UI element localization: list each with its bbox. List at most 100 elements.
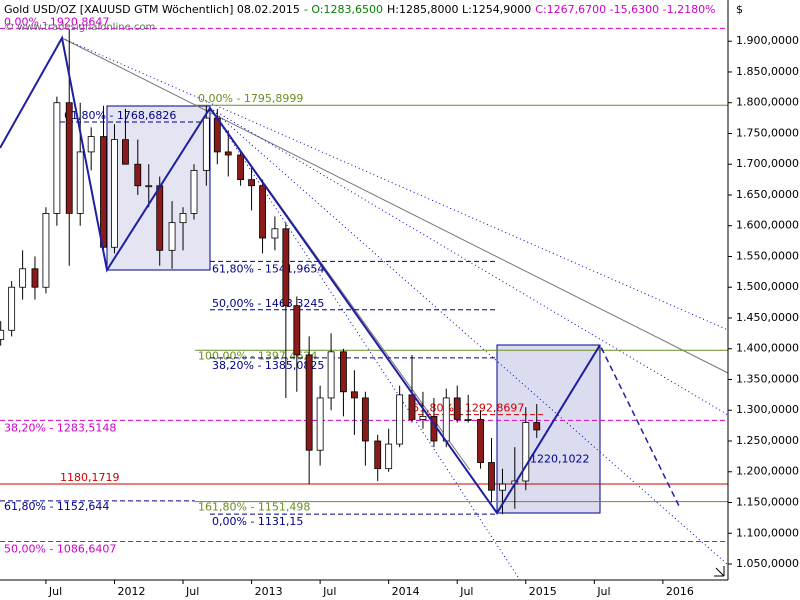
- title-part: H:1285,8000 L:1254,9000: [387, 3, 531, 16]
- x-tick-label: Jul: [185, 585, 199, 598]
- y-tick-label: 1.100,0000: [736, 526, 799, 539]
- level-label: 38,20% - 1385,0825: [212, 359, 324, 372]
- x-tick-label: 2016: [666, 585, 694, 598]
- y-tick-label: 1.150,0000: [736, 496, 799, 509]
- level-label: 50,00% - 1086,6407: [4, 542, 116, 555]
- x-tick-label: Jul: [459, 585, 473, 598]
- candle-body: [213, 117, 221, 153]
- y-tick-label: 1.200,0000: [736, 465, 799, 478]
- candle-body: [19, 268, 27, 288]
- level-label: 0,00% - 1131,15: [212, 515, 303, 528]
- candle-body: [522, 422, 530, 482]
- candle-body: [350, 391, 358, 399]
- candle-body: [316, 397, 324, 451]
- candle-body: [396, 394, 404, 445]
- y-tick-label: 1.300,0000: [736, 403, 799, 416]
- candle-body: [248, 179, 255, 187]
- y-tick-label: 1.800,0000: [736, 96, 799, 109]
- x-tick-label: Jul: [596, 585, 610, 598]
- level-label: 161,80% - 1151,498: [198, 501, 310, 514]
- x-tick-label: Jul: [322, 585, 336, 598]
- y-tick-label: 1.600,0000: [736, 219, 799, 232]
- candle-body: [374, 440, 382, 470]
- level-label: 1180,1719: [60, 471, 120, 484]
- y-tick-label: 1.700,0000: [736, 157, 799, 170]
- level-label: 61,80% - 1541,9654: [212, 262, 324, 275]
- candle-body: [442, 397, 450, 442]
- candle-body: [42, 213, 50, 288]
- y-tick-label: 1.400,0000: [736, 342, 799, 355]
- trend-line: [61, 37, 729, 374]
- candle-body: [31, 268, 39, 288]
- candle-body: [271, 228, 279, 239]
- currency-label: $: [736, 3, 743, 16]
- y-tick-label: 1.450,0000: [736, 311, 799, 324]
- candle-body: [145, 185, 153, 188]
- candle-body: [340, 351, 347, 393]
- projection-line: [496, 343, 681, 514]
- candle-body: [168, 222, 176, 251]
- x-tick-label: 2014: [392, 585, 420, 598]
- x-tick-label: 2012: [117, 585, 145, 598]
- y-tick-label: 1.550,0000: [736, 249, 799, 262]
- candle-body: [408, 394, 416, 420]
- candle-body: [488, 462, 495, 491]
- y-tick-label: 1.750,0000: [736, 126, 799, 139]
- candle-body: [237, 154, 245, 180]
- candle-body: [87, 136, 95, 153]
- candle-body: [65, 102, 73, 214]
- candle-body: [100, 136, 107, 248]
- levels: 0,00% - 1920,8647 0,00% - 1795,8999 61,80%…: [0, 15, 728, 555]
- y-tick-label: 1.850,0000: [736, 65, 799, 78]
- candle-body: [453, 397, 461, 420]
- y-tick-label: 1.500,0000: [736, 280, 799, 293]
- y-tick-label: 1.050,0000: [736, 557, 799, 570]
- candle-body: [122, 139, 129, 165]
- title-part: - O:1283,6500: [304, 3, 383, 16]
- x-tick-label: Jul: [48, 585, 62, 598]
- candle-body: [533, 422, 541, 431]
- candle-body: [477, 419, 484, 463]
- candle-body: [179, 213, 187, 224]
- candle-body: [464, 419, 472, 421]
- corner-icon: [714, 566, 725, 577]
- candle-body: [53, 102, 61, 214]
- candle-body: [361, 397, 369, 442]
- y-tick-label: 1.350,0000: [736, 372, 799, 385]
- candle-body: [385, 443, 393, 470]
- level-label: 0,00% - 1920,8647: [4, 15, 109, 28]
- axis-panel: [0, 581, 728, 600]
- level-label: 61,80% - 1768,6826: [64, 109, 176, 122]
- level-label: 0,00% - 1795,8999: [198, 92, 303, 105]
- y-tick-label: 1.250,0000: [736, 434, 799, 447]
- y-tick-label: 1.650,0000: [736, 188, 799, 201]
- candles: [0, 28, 541, 515]
- candle-body: [293, 305, 301, 356]
- candle-body: [327, 351, 335, 399]
- watermark: © www.tradesignalonline.com: [4, 22, 155, 33]
- candle-body: [259, 185, 266, 239]
- candle-body: [202, 117, 210, 171]
- fan-line: [209, 107, 729, 416]
- chart-title: Gold USD/OZ [XAUUSD GTM Wöchentlich] 08.…: [4, 3, 716, 16]
- level-label: 100,00% - 1397,4624: [198, 349, 317, 362]
- candle-body: [8, 286, 16, 331]
- title-part: C:1267,6700 -15,6300 -1,2180%: [535, 3, 715, 16]
- x-tick-label: 2013: [255, 585, 283, 598]
- axis-panel: [729, 0, 800, 600]
- level-label: 38,20% - 1283,5148: [4, 421, 116, 434]
- y-tick-label: 1.900,0000: [736, 34, 799, 47]
- level-label: 50,00% - 1463,3245: [212, 297, 324, 310]
- candle-body: [76, 151, 84, 214]
- x-tick-label: 2015: [529, 585, 557, 598]
- candle-body: [190, 169, 198, 214]
- candle-body: [134, 163, 142, 187]
- candle-body: [0, 329, 5, 340]
- level-label: 61,80% - 1152,644: [4, 500, 109, 513]
- candle-body: [156, 185, 164, 251]
- candle-body: [419, 415, 427, 420]
- candle-body: [224, 151, 232, 156]
- title-part: Gold USD/OZ [XAUUSD GTM Wöchentlich] 08.…: [4, 3, 300, 16]
